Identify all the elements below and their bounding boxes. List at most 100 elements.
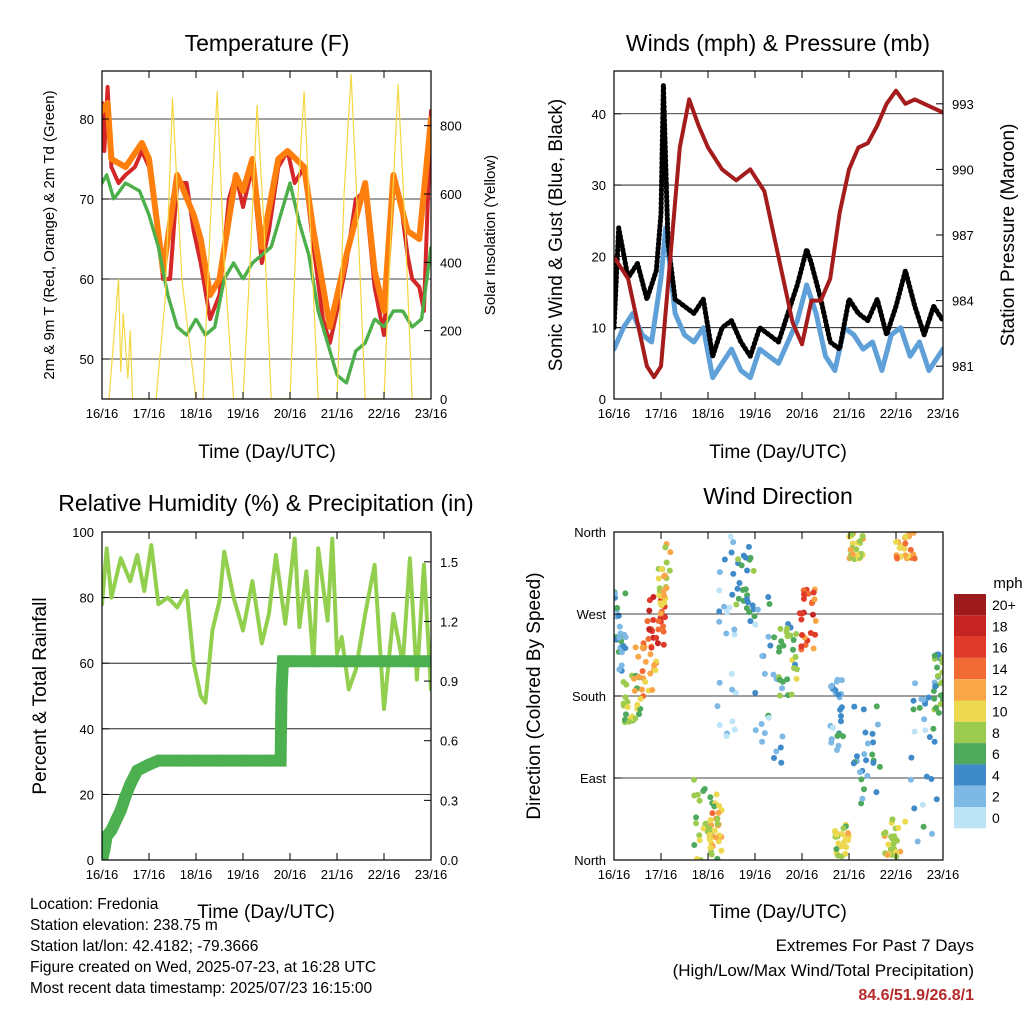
- direction-point: [751, 613, 758, 620]
- direction-point: [792, 653, 799, 660]
- info-elevation: Station elevation: 238.75 m: [30, 917, 218, 934]
- direction-point: [858, 776, 865, 783]
- direction-point: [742, 586, 749, 593]
- direction-point: [840, 825, 847, 832]
- direction-point: [778, 638, 785, 645]
- direction-point: [857, 769, 864, 776]
- direction-point: [829, 724, 836, 731]
- direction-point: [919, 801, 926, 808]
- winds-xtick-label: 22/16: [880, 406, 913, 421]
- direction-point: [935, 709, 942, 716]
- direction-point: [632, 644, 639, 651]
- humidity-xtick-label: 23/16: [415, 867, 448, 882]
- info-latlon: Station lat/lon: 42.4182; -79.3666: [30, 938, 259, 955]
- direction-point: [934, 672, 941, 679]
- direction-point: [709, 810, 716, 817]
- temperature-ytick-label: 70: [80, 192, 94, 207]
- direction-point: [723, 630, 730, 637]
- direction-point: [926, 733, 933, 740]
- legend-label: 8: [992, 725, 1000, 741]
- direction-point: [650, 594, 657, 601]
- humidity-y2tick-label: 0.3: [440, 793, 458, 808]
- direction-point: [616, 666, 623, 673]
- direction-point: [649, 686, 656, 693]
- direction-point: [766, 601, 773, 608]
- direction-point: [702, 820, 709, 827]
- direction-point: [715, 809, 722, 816]
- humidity-xtick-label: 19/16: [227, 867, 260, 882]
- winds-xtick-label: 23/16: [927, 406, 960, 421]
- direction-point: [650, 617, 657, 624]
- direction-point: [833, 831, 840, 838]
- humidity-ytick-label: 60: [80, 656, 94, 671]
- direction-point: [793, 675, 800, 682]
- direction-point: [851, 703, 858, 710]
- winds-y2tick-label: 981: [952, 359, 974, 374]
- direction-point: [833, 846, 840, 853]
- direction-point: [700, 788, 707, 795]
- direction-point: [914, 838, 921, 845]
- direction-point: [759, 738, 766, 745]
- wind-direction-panel: Wind Direction Time (Day/UTC) Direction …: [524, 483, 1023, 923]
- direction-point: [729, 686, 736, 693]
- direction-point: [889, 835, 896, 842]
- direction-point: [869, 751, 876, 758]
- legend-label: 2: [992, 789, 1000, 805]
- humidity-plot-area: [102, 536, 431, 860]
- legend-swatch: [954, 657, 986, 680]
- direction-point: [693, 814, 700, 821]
- direction-point: [893, 554, 900, 561]
- direction-point: [876, 763, 883, 770]
- direction-point: [752, 689, 759, 696]
- extremes-values: 84.6/51.9/26.8/1: [858, 987, 974, 1004]
- direction-point: [635, 653, 642, 660]
- extremes-title: Extremes For Past 7 Days: [775, 936, 974, 955]
- winddir-title: Wind Direction: [703, 483, 853, 509]
- winddir-ylabel: Direction (Colored By Speed): [524, 572, 545, 819]
- direction-point: [647, 651, 654, 658]
- direction-point: [810, 589, 817, 596]
- direction-point: [939, 669, 943, 676]
- direction-point: [805, 590, 812, 597]
- legend-swatch: [954, 636, 986, 658]
- temperature-plot-area: [102, 73, 431, 399]
- temperature-ytick-label: 50: [80, 352, 94, 367]
- direction-point: [870, 759, 877, 766]
- direction-point: [721, 603, 728, 610]
- direction-point: [835, 852, 842, 859]
- legend-swatch: [954, 700, 986, 722]
- direction-point: [655, 575, 662, 582]
- direction-point: [632, 715, 639, 722]
- direction-point: [910, 532, 917, 536]
- direction-point: [922, 727, 929, 734]
- direction-point: [726, 604, 733, 611]
- direction-point: [693, 820, 700, 827]
- direction-point: [859, 532, 866, 539]
- wind_direction-ytick-label: South: [572, 689, 606, 704]
- direction-point: [694, 791, 701, 798]
- direction-point: [939, 678, 943, 685]
- direction-point: [714, 855, 721, 860]
- direction-point: [836, 731, 843, 738]
- direction-point: [773, 748, 780, 755]
- legend-swatch: [954, 764, 986, 786]
- direction-point: [844, 837, 851, 844]
- humidity-y2tick-label: 1.2: [440, 614, 458, 629]
- direction-point: [754, 606, 761, 613]
- direction-point: [798, 616, 805, 623]
- direction-point: [837, 713, 844, 720]
- direction-point: [765, 594, 772, 601]
- direction-point: [864, 772, 871, 779]
- temperature-xtick-label: 17/16: [133, 406, 166, 421]
- temperature-y2label: Solar Insolation (Yellow): [482, 155, 499, 315]
- temperature-frame: [101, 70, 432, 400]
- humidity-ytick-label: 20: [80, 787, 94, 802]
- direction-point: [631, 675, 638, 682]
- direction-point: [779, 685, 786, 692]
- direction-point: [873, 789, 880, 796]
- direction-point: [716, 618, 723, 625]
- direction-point: [694, 855, 701, 860]
- direction-point: [880, 830, 887, 837]
- direction-point: [622, 645, 629, 652]
- legend-label: 6: [992, 746, 1000, 762]
